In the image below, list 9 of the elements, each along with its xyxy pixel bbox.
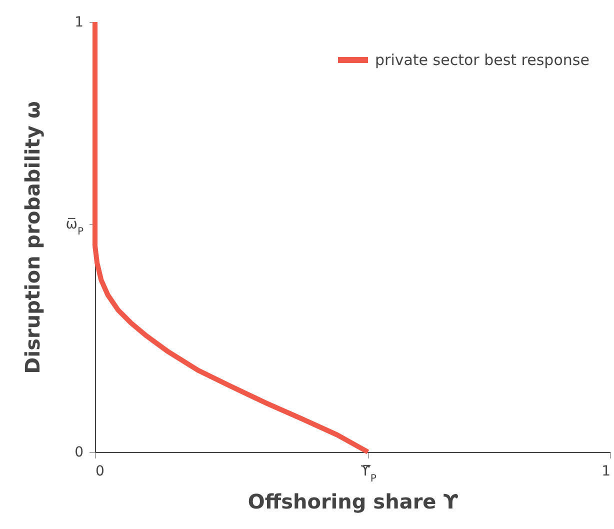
y-axis-title: Disruption probability ω xyxy=(20,101,44,374)
x-tick-label: 0 xyxy=(96,464,104,480)
x-axis-title: Offshoring share ϒ xyxy=(248,490,460,514)
x-tick-label: 1 xyxy=(602,464,610,480)
legend-label: private sector best response xyxy=(375,51,590,69)
y-tick-label: 0 xyxy=(74,444,84,460)
y-tick-label: 1 xyxy=(74,14,84,30)
x-tick-label: ϒ̅$_{P}$ xyxy=(360,464,376,484)
y-tick-label: ω̅$_{P}$ xyxy=(66,216,84,238)
